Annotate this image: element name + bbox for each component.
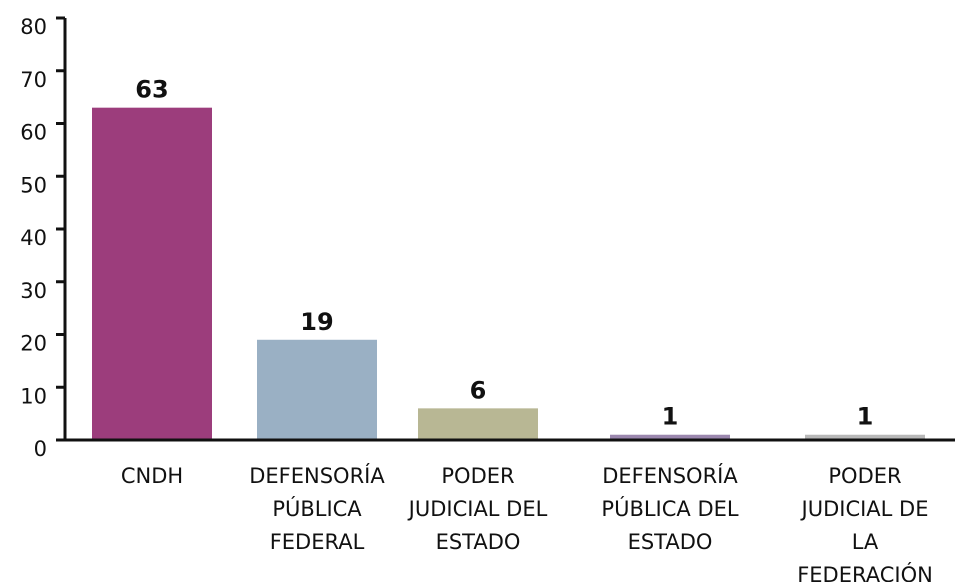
- bar: [257, 339, 377, 440]
- bar: [418, 408, 538, 440]
- y-tick-label: 30: [20, 279, 47, 303]
- y-tick-label: 50: [20, 173, 47, 197]
- x-tick-label: DEFENSORÍA PÚBLICA FEDERAL: [249, 464, 385, 554]
- y-tick-label: 0: [34, 437, 47, 461]
- x-tick-label: PODER JUDICIAL DEL ESTADO: [408, 464, 548, 554]
- y-tick-label: 70: [20, 68, 47, 92]
- x-tick-label: CNDH: [120, 464, 184, 488]
- y-tick-label: 20: [20, 332, 47, 356]
- bar: [805, 434, 925, 440]
- value-label: 19: [300, 308, 333, 336]
- x-tick-label: PODER JUDICIAL DE LA FEDERACIÓN: [797, 464, 933, 582]
- bar: [610, 434, 730, 440]
- y-tick-label: 60: [20, 121, 47, 145]
- y-tick-label: 80: [20, 15, 47, 39]
- value-label: 1: [857, 403, 874, 431]
- value-label: 1: [662, 403, 679, 431]
- y-tick-label: 10: [20, 384, 47, 408]
- bar: [92, 107, 212, 441]
- y-tick-label: 40: [20, 226, 47, 250]
- value-label: 6: [470, 376, 487, 404]
- value-label: 63: [135, 76, 168, 104]
- x-tick-label: DEFENSORÍA PÚBLICA DEL ESTADO: [601, 464, 739, 554]
